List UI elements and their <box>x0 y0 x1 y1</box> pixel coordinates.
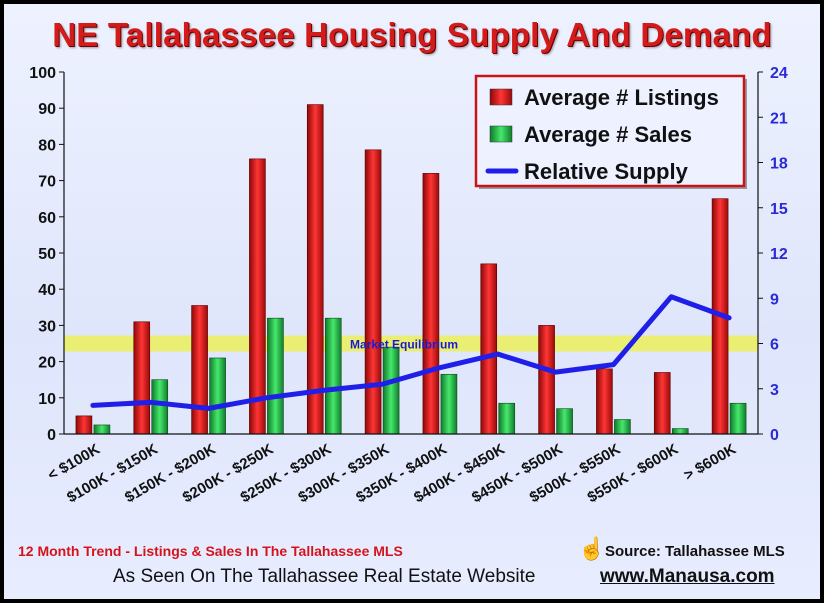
left-tick-label: 100 <box>29 65 56 82</box>
relative-supply-line <box>90 294 732 411</box>
chart-title: NE Tallahassee Housing Supply And Demand <box>52 16 772 53</box>
left-tick-label: 70 <box>38 174 56 191</box>
equilibrium-band <box>64 335 758 352</box>
right-tick-label: 9 <box>770 291 779 308</box>
left-tick-label: 0 <box>47 427 56 444</box>
sales-bar-3 <box>267 317 284 435</box>
pointing-hand-icon: ☝ <box>578 536 606 561</box>
left-tick-label: 60 <box>38 210 56 227</box>
right-tick-label: 15 <box>770 201 788 218</box>
legend-box <box>474 74 746 188</box>
supply-point-0 <box>91 403 95 407</box>
supply-point-9 <box>611 363 615 367</box>
sales-bar-2 <box>209 357 226 435</box>
left-tick-label: 30 <box>38 318 56 335</box>
supply-point-5 <box>380 382 384 386</box>
left-tick-label: 50 <box>38 246 56 263</box>
sales-bar-11 <box>729 402 747 435</box>
right-tick-label: 6 <box>770 337 779 354</box>
right-tick-label: 18 <box>770 156 788 173</box>
sales-bar-1 <box>151 379 169 435</box>
sales-bar-10 <box>671 428 689 435</box>
left-tick-label: 10 <box>38 391 56 408</box>
listings-bar-5 <box>364 149 382 435</box>
listings-bar-10 <box>653 372 671 435</box>
supply-point-2 <box>207 406 211 410</box>
right-tick-label: 3 <box>770 382 779 399</box>
supply-point-4 <box>322 388 326 392</box>
sales-bar-7 <box>498 402 516 435</box>
sales-bar-6 <box>440 373 458 435</box>
left-tick-label: 20 <box>38 355 56 372</box>
supply-point-10 <box>669 295 673 299</box>
legend: Average # Listings Average # Sales Relativ… <box>474 74 747 189</box>
right-tick-label: 24 <box>770 65 788 82</box>
left-tick-label: 90 <box>38 101 56 118</box>
listings-bar-9 <box>596 368 613 435</box>
listings-bar-6 <box>422 173 440 435</box>
listings-bar-3 <box>249 158 266 435</box>
right-tick-label: 21 <box>770 110 788 127</box>
equilibrium-label: Market Equilibrium <box>350 338 458 352</box>
supply-line-layer <box>90 294 732 411</box>
equilibrium-layer <box>64 335 758 352</box>
legend-swatch-1 <box>489 125 513 143</box>
left-tick-label: 80 <box>38 137 56 154</box>
supply-point-3 <box>264 396 268 400</box>
listings-bar-7 <box>480 263 498 435</box>
supply-point-6 <box>438 366 442 370</box>
website-link[interactable]: www.Manausa.com <box>600 566 775 587</box>
source-note: Source: Tallahassee MLS <box>605 543 785 560</box>
listings-bar-8 <box>538 325 555 435</box>
sales-bar-0 <box>93 424 111 435</box>
supply-point-8 <box>554 370 558 374</box>
legend-swatch-0 <box>489 88 513 106</box>
left-tick-label: 40 <box>38 282 56 299</box>
legend-label-1: Average # Sales <box>524 122 692 147</box>
trend-note: 12 Month Trend - Listings & Sales In The… <box>18 543 403 559</box>
supply-point-1 <box>149 400 153 404</box>
legend-label-0: Average # Listings <box>524 85 719 110</box>
seen-on-note: As Seen On The Tallahassee Real Estate W… <box>113 566 536 587</box>
right-tick-label: 0 <box>770 427 779 444</box>
legend-label-2: Relative Supply <box>524 159 689 184</box>
listings-bar-1 <box>133 321 151 435</box>
listings-bar-2 <box>191 305 208 435</box>
sales-bar-8 <box>556 408 573 435</box>
sales-bar-5 <box>382 346 400 435</box>
listings-bar-4 <box>306 104 324 435</box>
listings-bar-0 <box>75 415 93 435</box>
sales-bar-4 <box>324 317 342 435</box>
right-tick-label: 12 <box>770 246 788 263</box>
category-label-11: > $600K <box>681 441 739 484</box>
supply-point-7 <box>496 352 500 356</box>
sales-bar-9 <box>614 419 631 435</box>
supply-point-11 <box>727 316 731 320</box>
